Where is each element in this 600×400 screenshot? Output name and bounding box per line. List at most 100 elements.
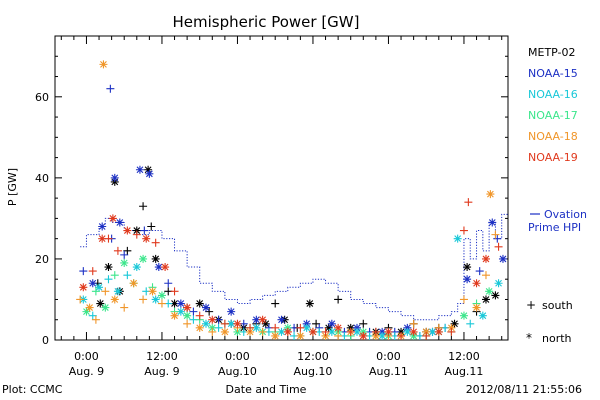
north-point-noaa-15 — [227, 307, 236, 316]
north-point-noaa-15 — [202, 303, 210, 312]
north-point-noaa-16 — [252, 323, 261, 332]
x-tick-time-label: 0:00 — [225, 350, 250, 363]
x-tick-time-label: 12:00 — [146, 350, 178, 363]
north-point-noaa-18 — [85, 303, 94, 312]
north-point-noaa-15 — [252, 315, 261, 324]
north-point-noaa-15 — [145, 169, 154, 178]
x-tick-time-label: 0:00 — [74, 350, 99, 363]
north-point-noaa-15 — [353, 323, 361, 332]
north-point-noaa-19 — [79, 283, 88, 292]
north-point-noaa-15 — [98, 222, 107, 231]
north-point-noaa-15 — [378, 327, 387, 336]
north-point-metp-02 — [132, 226, 141, 235]
south-point-noaa-19 — [88, 267, 97, 276]
north-point-noaa-18 — [246, 327, 255, 336]
north-point-noaa-16 — [478, 311, 487, 320]
north-point-noaa-17 — [120, 258, 129, 267]
south-point-noaa-15 — [475, 267, 484, 276]
legend-entry: NOAA-18 — [528, 130, 578, 143]
north-point-noaa-18 — [486, 190, 495, 199]
north-point-noaa-15 — [154, 263, 163, 272]
legend-entry: NOAA-16 — [528, 88, 578, 101]
south-point-noaa-19 — [296, 323, 305, 332]
chart-title: Hemispheric Power [GW] — [173, 13, 360, 31]
south-point-noaa-15 — [106, 84, 115, 93]
legend-entry: NOAA-15 — [528, 67, 578, 80]
north-point-noaa-18 — [447, 323, 456, 332]
north-point-noaa-19 — [183, 303, 192, 312]
y-tick-label: 60 — [35, 91, 49, 104]
north-point-noaa-18 — [110, 295, 119, 304]
north-point-noaa-19 — [142, 234, 151, 243]
south-point-noaa-19 — [271, 323, 280, 332]
x-axis-label: Date and Time — [226, 383, 307, 396]
north-point-noaa-19 — [161, 263, 170, 272]
north-point-metp-02 — [491, 291, 500, 300]
north-point-noaa-15 — [88, 279, 97, 288]
north-point-noaa-18 — [195, 323, 204, 332]
model-label-line2: Prime HPI — [528, 221, 581, 234]
south-point-metp-02 — [139, 202, 148, 211]
south-point-noaa-19 — [459, 226, 468, 235]
south-point-noaa-19 — [321, 327, 330, 336]
x-tick-date-label: Aug. 9 — [69, 365, 104, 378]
south-point-noaa-18 — [258, 327, 267, 336]
north-point-noaa-18 — [220, 327, 229, 336]
north-point-noaa-17 — [157, 291, 166, 300]
data-points — [76, 60, 507, 340]
south-point-metp-02 — [312, 319, 321, 328]
north-point-noaa-16 — [95, 283, 104, 292]
south-point-noaa-16 — [466, 319, 475, 328]
north-point-metp-02 — [110, 177, 119, 186]
north-point-noaa-18 — [296, 331, 305, 340]
north-point-noaa-19 — [472, 279, 481, 288]
north-point-noaa-16 — [302, 323, 311, 332]
south-point-noaa-15 — [120, 250, 129, 259]
south-point-noaa-19 — [220, 319, 229, 328]
y-axis-ticks: 0 20 40 60 — [35, 35, 508, 347]
north-point-noaa-19 — [384, 327, 393, 336]
north-point-noaa-19 — [481, 254, 490, 263]
south-point-noaa-18 — [76, 295, 85, 304]
south-point-noaa-18 — [481, 271, 490, 280]
north-point-metp-02 — [104, 263, 113, 272]
south-point-noaa-18 — [208, 327, 217, 336]
north-point-noaa-16 — [327, 327, 336, 336]
north-point-noaa-19 — [409, 327, 418, 336]
north-point-noaa-17 — [208, 323, 217, 332]
north-point-noaa-18 — [129, 279, 138, 288]
north-point-noaa-16 — [353, 327, 361, 336]
south-point-noaa-19 — [464, 198, 473, 207]
y-tick-label: 20 — [35, 253, 49, 266]
north-point-noaa-19 — [123, 226, 132, 235]
north-point-noaa-15 — [277, 315, 286, 324]
north-point-metp-02 — [397, 327, 406, 336]
south-point-noaa-19 — [422, 331, 431, 340]
south-point-noaa-15 — [79, 267, 88, 276]
north-point-noaa-17 — [409, 331, 418, 340]
north-point-noaa-17 — [459, 311, 468, 320]
south-point-noaa-15 — [189, 307, 198, 316]
north-point-metp-02 — [261, 319, 270, 328]
north-point-noaa-18 — [472, 303, 481, 312]
north-point-noaa-17 — [359, 327, 368, 336]
legend-entry: METP-02 — [528, 46, 576, 59]
north-point-noaa-17 — [82, 307, 91, 316]
north-point-noaa-17 — [101, 303, 110, 312]
north-point-noaa-19 — [308, 327, 317, 336]
south-point-metp-02 — [334, 295, 343, 304]
south-point-noaa-18 — [101, 287, 110, 296]
south-point-metp-02 — [147, 222, 156, 231]
north-point-noaa-19 — [233, 319, 242, 328]
north-point-metp-02 — [463, 263, 472, 272]
north-point-noaa-15 — [488, 218, 497, 227]
legend: METP-02 NOAA-15 NOAA-16 NOAA-17 NOAA-18 NOAA-… — [528, 46, 578, 164]
north-point-noaa-19 — [334, 323, 343, 332]
north-point-noaa-15 — [176, 299, 185, 308]
north-point-noaa-15 — [498, 254, 507, 263]
north-point-metp-02 — [346, 323, 355, 332]
y-tick-label: 0 — [42, 334, 49, 347]
south-label: south — [542, 299, 573, 312]
north-point-noaa-16 — [378, 331, 387, 340]
x-tick-time-label: 12:00 — [448, 350, 480, 363]
